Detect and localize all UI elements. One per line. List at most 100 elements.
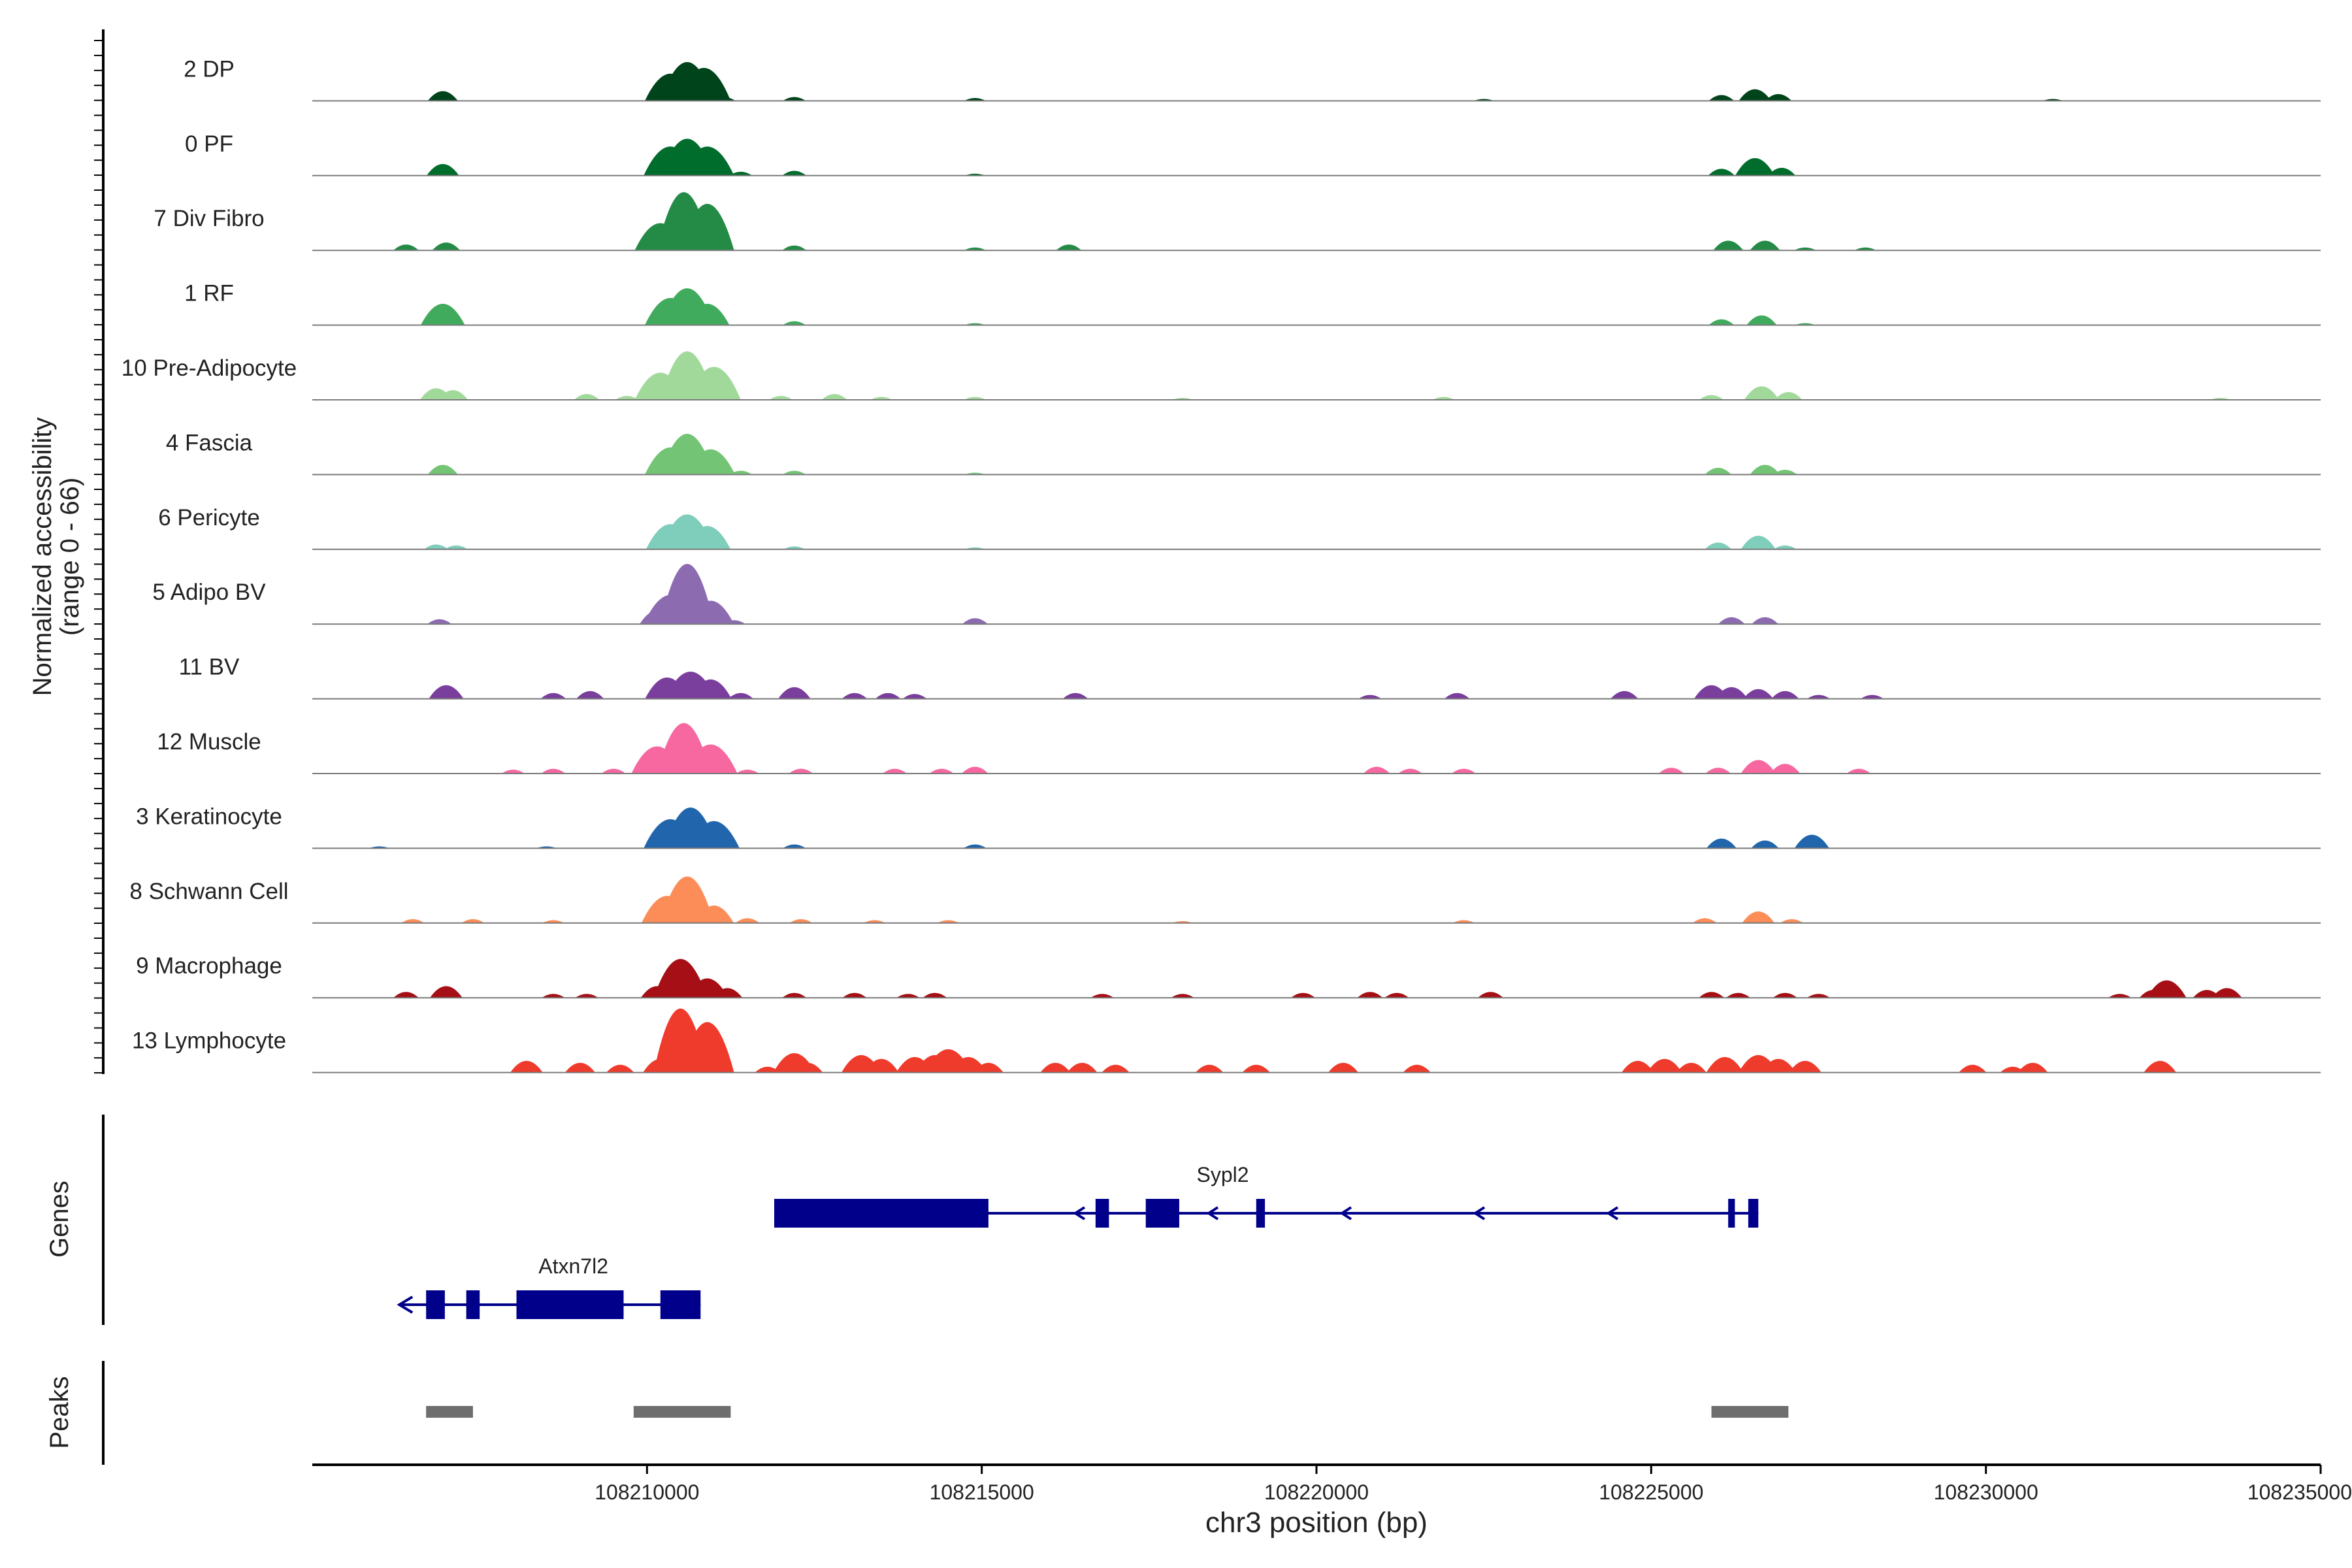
coverage-peak xyxy=(883,768,907,774)
coverage-peak xyxy=(1705,468,1732,475)
coverage-peak xyxy=(1363,766,1390,774)
coverage-peak xyxy=(973,1062,1004,1073)
x-axis-tick-label: 108225000 xyxy=(1599,1480,1703,1504)
gene-sypl2: Sypl2 xyxy=(774,1163,1759,1228)
coverage-peak xyxy=(782,245,807,251)
gene-name-label: Atxn7l2 xyxy=(538,1254,608,1278)
strand-arrow-icon xyxy=(1073,1206,1086,1220)
coverage-peak xyxy=(1676,1062,1707,1073)
coverage-peak xyxy=(1195,1064,1224,1073)
coverage-peak xyxy=(722,620,746,625)
coverage-peak xyxy=(683,744,738,774)
gene-exon xyxy=(1748,1199,1759,1228)
coverage-peak xyxy=(680,146,734,176)
coverage-peak xyxy=(1780,919,1804,923)
track-label: 1 RF xyxy=(184,281,234,306)
coverage-peak xyxy=(510,1060,543,1073)
coverage-peak xyxy=(728,693,754,699)
track-label: 5 Adipo BV xyxy=(152,580,266,605)
coverage-track xyxy=(312,723,2321,774)
coverage-peak xyxy=(1705,542,1732,549)
track-labels: 2 DP 0 PF 7 Div Fibro 1 RF 10 Pre-Adipocyte 4… xyxy=(122,56,297,1053)
coverage-peak xyxy=(736,770,759,774)
coverage-peak xyxy=(1692,918,1717,923)
coverage-peak xyxy=(783,844,806,849)
x-axis-tick-label: 108230000 xyxy=(1934,1480,2038,1504)
coverage-track xyxy=(312,876,2321,924)
coverage-peak xyxy=(1699,395,1724,400)
strand-arrow-icon xyxy=(397,1296,414,1314)
coverage-peak xyxy=(789,919,813,923)
gene-name-label: Sypl2 xyxy=(1197,1163,1249,1186)
x-axis-tick-label: 108215000 xyxy=(930,1480,1034,1504)
coverage-track xyxy=(312,351,2321,400)
coverage-peak xyxy=(1739,89,1771,101)
coverage-peak xyxy=(541,768,566,774)
coverage-peak xyxy=(438,390,468,400)
strand-arrow-icon xyxy=(1206,1206,1219,1220)
coverage-peak xyxy=(792,1062,823,1073)
coverage-peak xyxy=(1444,693,1470,699)
coverage-peak xyxy=(1750,240,1780,251)
coverage-peak xyxy=(1705,768,1731,774)
coverage-peak xyxy=(429,685,464,699)
x-axis-title: chr3 position (bp) xyxy=(1205,1507,1428,1539)
coverage-peak xyxy=(962,766,988,774)
gene-annotations: Sypl2 Atxn7l2 xyxy=(397,1163,1759,1319)
coverage-peak xyxy=(401,919,425,923)
coverage-peak xyxy=(424,544,449,549)
coverage-peak xyxy=(963,844,987,849)
coverage-peak xyxy=(1451,768,1476,774)
x-axis: 108210000 108215000 108220000 108225000 1082… xyxy=(595,1465,2352,1504)
strand-arrow-icon xyxy=(1606,1206,1619,1220)
coverage-peak xyxy=(1771,691,1799,699)
coverage-track xyxy=(312,288,2321,326)
strand-arrow-icon xyxy=(1339,1206,1352,1220)
coverage-peak xyxy=(680,1022,734,1073)
coverage-track xyxy=(312,514,2321,550)
coverage-peak xyxy=(1040,1062,1071,1073)
coverage-peak xyxy=(575,994,598,998)
x-axis-tick-label: 108220000 xyxy=(1264,1480,1369,1504)
coverage-peak xyxy=(576,691,604,699)
coverage-peak xyxy=(1860,694,1884,699)
coverage-peak xyxy=(427,465,458,475)
peak-region-bar xyxy=(1711,1406,1789,1418)
coverage-peak xyxy=(393,992,419,998)
coverage-track xyxy=(312,958,2321,999)
coverage-tracks xyxy=(312,62,2321,1073)
coverage-peak xyxy=(896,994,920,998)
coverage-peak xyxy=(1740,536,1776,549)
coverage-peak xyxy=(1062,693,1088,699)
track-label: 8 Schwann Cell xyxy=(129,879,288,904)
coverage-peak xyxy=(444,545,468,549)
coverage-peak xyxy=(1357,992,1383,998)
coverage-peak xyxy=(937,920,960,923)
coverage-peak xyxy=(769,396,792,400)
coverage-track xyxy=(312,62,2321,102)
track-label: 3 Keratinocyte xyxy=(136,804,282,829)
gene-exon xyxy=(1256,1199,1266,1228)
coverage-peak xyxy=(712,97,736,101)
y-axis-title: Normalized accessibility xyxy=(28,417,57,696)
coverage-peak xyxy=(421,303,465,325)
coverage-peak xyxy=(1772,470,1797,475)
coverage-track xyxy=(312,1008,2321,1073)
coverage-peak xyxy=(461,919,485,923)
track-label: 9 Macrophage xyxy=(136,953,282,979)
coverage-peak xyxy=(783,546,806,549)
coverage-peak xyxy=(1761,1058,1796,1073)
coverage-peak xyxy=(841,693,868,699)
peak-region-bar xyxy=(426,1406,473,1418)
coverage-peak xyxy=(1706,1056,1744,1073)
coverage-peak xyxy=(842,992,867,998)
coverage-peak xyxy=(783,97,806,101)
track-label: 7 Div Fibro xyxy=(154,206,264,231)
coverage-peak xyxy=(615,396,639,400)
coverage-peak xyxy=(1699,992,1724,998)
coverage-peak xyxy=(729,470,753,475)
x-axis-tick-label: 108210000 xyxy=(595,1480,699,1504)
coverage-peak xyxy=(687,367,741,400)
coverage-peak xyxy=(1743,689,1774,699)
coverage-peak xyxy=(1647,1058,1682,1073)
